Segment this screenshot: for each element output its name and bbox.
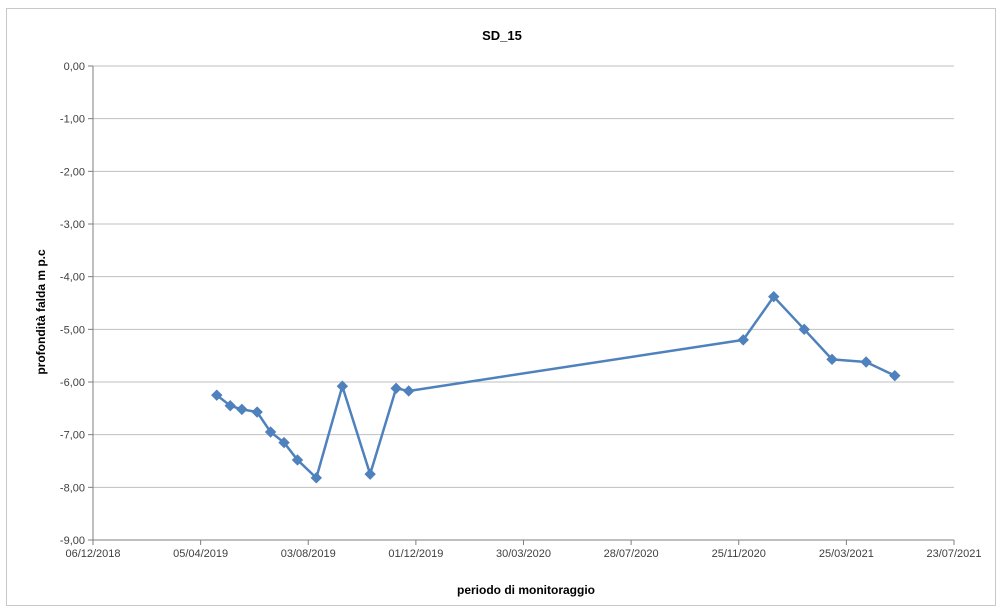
y-tick-label: -3,00 bbox=[60, 219, 85, 231]
x-tick-label: 28/07/2020 bbox=[604, 548, 659, 560]
x-tick-label: 03/08/2019 bbox=[281, 548, 336, 560]
data-point-marker bbox=[310, 472, 323, 484]
x-tick-label: 06/12/2018 bbox=[65, 548, 120, 560]
y-tick-label: 0,00 bbox=[64, 61, 85, 73]
y-tick-label: -4,00 bbox=[60, 272, 85, 284]
gridlines bbox=[93, 65, 954, 488]
data-point-marker bbox=[264, 426, 277, 438]
x-tick-label: 25/03/2021 bbox=[819, 548, 874, 560]
y-tick-label: -5,00 bbox=[60, 324, 85, 336]
y-tick-label: -8,00 bbox=[60, 482, 85, 494]
data-point-marker bbox=[336, 380, 349, 392]
data-point-marker bbox=[402, 385, 415, 397]
data-point-marker bbox=[737, 334, 749, 346]
data-point-marker bbox=[278, 436, 290, 449]
x-tick-label: 01/12/2019 bbox=[388, 548, 443, 560]
chart-svg: SD_15 0,00 -1,00 -2,00 -3,00 -4,00 -5,00 -6,00… bbox=[34, 28, 982, 597]
x-tick-label: 23/07/2021 bbox=[926, 548, 981, 560]
x-tick-labels: 06/12/2018 05/04/2019 03/08/2019 01/12/2019… bbox=[65, 548, 981, 560]
data-point-marker bbox=[251, 406, 263, 418]
x-axis-title: periodo di monitoraggio bbox=[457, 583, 595, 597]
x-tick-label: 05/04/2019 bbox=[173, 548, 228, 560]
data-point-marker bbox=[768, 290, 780, 303]
x-tick-label: 25/11/2020 bbox=[712, 548, 766, 560]
y-tick-label: -6,00 bbox=[60, 377, 85, 389]
data-point-marker bbox=[211, 389, 223, 401]
chart-area: SD_15 0,00 -1,00 -2,00 -3,00 -4,00 -5,00 -6,00… bbox=[6, 8, 996, 606]
data-point-marker bbox=[236, 403, 248, 416]
data-point-marker bbox=[364, 468, 376, 480]
axes bbox=[88, 65, 955, 545]
series-line bbox=[215, 295, 896, 480]
data-point-marker bbox=[826, 353, 838, 366]
data-point-marker bbox=[390, 382, 402, 395]
data-point-marker bbox=[889, 369, 901, 382]
chart-title: SD_15 bbox=[482, 28, 522, 43]
series-path bbox=[215, 295, 896, 480]
y-tick-label: -2,00 bbox=[60, 166, 85, 178]
y-axis-title: profondità falda m p.c bbox=[34, 249, 48, 375]
data-point-marker bbox=[224, 399, 236, 412]
data-point-marker bbox=[798, 323, 810, 336]
y-tick-label: -1,00 bbox=[60, 114, 85, 126]
y-tick-label: -7,00 bbox=[60, 430, 85, 442]
data-point-marker bbox=[291, 454, 304, 466]
y-tick-labels: 0,00 -1,00 -2,00 -3,00 -4,00 -5,00 -6,00 -7,00 -… bbox=[60, 61, 85, 547]
x-tick-label: 30/03/2020 bbox=[496, 548, 551, 560]
y-tick-label: -9,00 bbox=[60, 535, 85, 547]
series-markers bbox=[211, 290, 901, 484]
data-point-marker bbox=[860, 356, 872, 368]
